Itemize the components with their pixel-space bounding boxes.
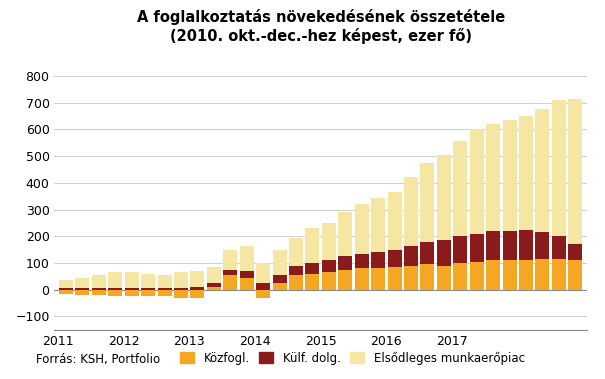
Bar <box>453 141 467 236</box>
Bar <box>59 288 73 290</box>
Bar <box>240 278 253 290</box>
Bar <box>437 240 451 266</box>
Bar <box>223 275 237 290</box>
Bar <box>371 268 385 290</box>
Bar <box>289 266 303 275</box>
Bar <box>568 260 583 290</box>
Bar <box>141 274 155 288</box>
Bar <box>420 241 434 264</box>
Bar <box>519 230 533 260</box>
Bar <box>306 228 319 263</box>
Bar <box>535 259 549 290</box>
Bar <box>552 100 566 236</box>
Bar <box>503 120 517 231</box>
Bar <box>371 252 385 268</box>
Bar <box>256 283 270 290</box>
Bar <box>306 263 319 274</box>
Bar <box>306 274 319 290</box>
Bar <box>420 264 434 290</box>
Bar <box>289 238 303 266</box>
Bar <box>191 287 204 290</box>
Legend: Közfogl., Külf. dolg., Elsődleges munkaerőpiac: Közfogl., Külf. dolg., Elsődleges munkae… <box>175 347 529 369</box>
Bar <box>486 124 500 231</box>
Bar <box>273 283 287 290</box>
Bar <box>92 275 106 288</box>
Bar <box>125 288 139 290</box>
Bar <box>355 204 368 254</box>
Bar <box>273 275 287 283</box>
Bar <box>273 250 287 275</box>
Bar <box>157 275 172 288</box>
Bar <box>486 231 500 260</box>
Bar <box>535 110 549 232</box>
Bar <box>404 246 418 266</box>
Bar <box>338 269 352 290</box>
Bar <box>388 250 402 267</box>
Bar <box>223 269 237 275</box>
Bar <box>174 290 188 298</box>
Bar <box>503 260 517 290</box>
Bar <box>76 290 90 295</box>
Bar <box>240 271 253 278</box>
Bar <box>503 231 517 260</box>
Bar <box>388 267 402 290</box>
Bar <box>453 236 467 263</box>
Bar <box>174 272 188 288</box>
Bar <box>207 287 221 290</box>
Bar <box>59 290 73 294</box>
Bar <box>355 268 368 290</box>
Bar <box>174 288 188 290</box>
Bar <box>404 177 418 246</box>
Bar <box>420 163 434 241</box>
Bar <box>371 197 385 252</box>
Bar <box>322 260 336 272</box>
Bar <box>469 262 484 290</box>
Bar <box>437 266 451 290</box>
Bar <box>108 288 122 290</box>
Bar <box>519 116 533 230</box>
Bar <box>59 280 73 288</box>
Bar <box>322 272 336 290</box>
Bar <box>92 288 106 290</box>
Bar <box>108 290 122 296</box>
Bar <box>289 275 303 290</box>
Bar <box>256 290 270 298</box>
Bar <box>453 263 467 290</box>
Text: Forrás: KSH, Portfolio: Forrás: KSH, Portfolio <box>36 353 160 366</box>
Bar <box>76 278 90 288</box>
Bar <box>108 272 122 288</box>
Bar <box>191 290 204 298</box>
Bar <box>141 290 155 296</box>
Bar <box>191 271 204 287</box>
Bar <box>157 290 172 296</box>
Bar <box>141 288 155 290</box>
Bar <box>568 99 583 244</box>
Bar <box>469 233 484 262</box>
Bar <box>157 288 172 290</box>
Bar <box>469 129 484 233</box>
Bar <box>92 290 106 295</box>
Bar <box>338 212 352 256</box>
Bar <box>76 288 90 290</box>
Bar <box>388 192 402 250</box>
Bar <box>355 254 368 268</box>
Bar <box>256 263 270 283</box>
Bar <box>437 155 451 240</box>
Bar <box>223 250 237 269</box>
Bar <box>338 256 352 269</box>
Title: A foglalkoztatás növekedésének összetétele
(2010. okt.-dec.-hez képest, ezer fő): A foglalkoztatás növekedésének összetéte… <box>137 9 505 44</box>
Bar <box>404 266 418 290</box>
Bar <box>322 223 336 260</box>
Bar <box>552 259 566 290</box>
Bar <box>207 283 221 287</box>
Bar <box>486 260 500 290</box>
Bar <box>552 236 566 259</box>
Bar <box>207 267 221 283</box>
Bar <box>125 290 139 296</box>
Bar <box>125 272 139 288</box>
Bar <box>519 260 533 290</box>
Bar <box>240 246 253 271</box>
Bar <box>568 244 583 260</box>
Bar <box>535 232 549 259</box>
